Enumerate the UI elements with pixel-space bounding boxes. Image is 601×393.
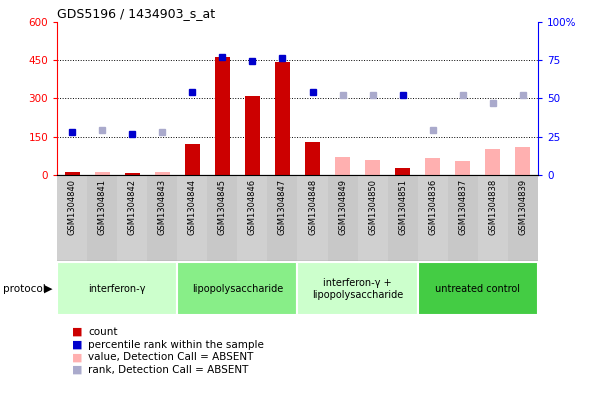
Bar xyxy=(388,175,418,261)
Text: protocol: protocol xyxy=(3,284,46,294)
Text: ▶: ▶ xyxy=(44,284,52,294)
Bar xyxy=(125,173,139,175)
Bar xyxy=(237,175,267,261)
Bar xyxy=(207,175,237,261)
Bar xyxy=(297,175,328,261)
Bar xyxy=(485,149,500,175)
Bar xyxy=(147,175,177,261)
Bar xyxy=(117,175,147,261)
Text: GSM1304838: GSM1304838 xyxy=(489,179,497,235)
Text: rank, Detection Call = ABSENT: rank, Detection Call = ABSENT xyxy=(88,365,249,375)
Text: GSM1304837: GSM1304837 xyxy=(459,179,467,235)
Text: GSM1304842: GSM1304842 xyxy=(128,179,136,235)
Bar xyxy=(328,175,358,261)
Text: count: count xyxy=(88,327,118,337)
Bar xyxy=(177,175,207,261)
Bar xyxy=(87,175,117,261)
Bar xyxy=(65,172,79,175)
Bar xyxy=(245,95,260,175)
Text: GSM1304841: GSM1304841 xyxy=(98,179,106,235)
Bar xyxy=(448,175,478,261)
Text: ■: ■ xyxy=(72,327,82,337)
Text: GSM1304840: GSM1304840 xyxy=(68,179,76,235)
Text: GSM1304843: GSM1304843 xyxy=(158,179,166,235)
Text: GSM1304847: GSM1304847 xyxy=(278,179,287,235)
Bar xyxy=(215,57,230,175)
Text: GDS5196 / 1434903_s_at: GDS5196 / 1434903_s_at xyxy=(57,7,215,20)
Text: lipopolysaccharide: lipopolysaccharide xyxy=(192,284,283,294)
Bar xyxy=(335,157,350,175)
Text: ■: ■ xyxy=(72,340,82,350)
Bar xyxy=(515,147,530,175)
Text: GSM1304836: GSM1304836 xyxy=(429,179,437,235)
Text: interferon-γ +
lipopolysaccharide: interferon-γ + lipopolysaccharide xyxy=(312,278,403,299)
Bar xyxy=(95,172,110,175)
Bar xyxy=(185,144,200,175)
Text: GSM1304849: GSM1304849 xyxy=(338,179,347,235)
Text: ■: ■ xyxy=(72,365,82,375)
Text: untreated control: untreated control xyxy=(435,284,520,294)
Text: interferon-γ: interferon-γ xyxy=(88,284,146,294)
FancyBboxPatch shape xyxy=(177,263,297,315)
Bar xyxy=(478,175,508,261)
Text: GSM1304845: GSM1304845 xyxy=(218,179,227,235)
Bar xyxy=(418,175,448,261)
Bar xyxy=(365,160,380,175)
Bar xyxy=(395,169,410,175)
Bar xyxy=(155,172,170,175)
Bar xyxy=(456,161,470,175)
Text: GSM1304844: GSM1304844 xyxy=(188,179,197,235)
Text: GSM1304848: GSM1304848 xyxy=(308,179,317,235)
Text: percentile rank within the sample: percentile rank within the sample xyxy=(88,340,264,350)
Text: GSM1304846: GSM1304846 xyxy=(248,179,257,235)
Text: value, Detection Call = ABSENT: value, Detection Call = ABSENT xyxy=(88,352,254,362)
Bar xyxy=(426,158,440,175)
FancyBboxPatch shape xyxy=(418,263,538,315)
Bar xyxy=(305,141,320,175)
Text: ■: ■ xyxy=(72,352,82,362)
Bar xyxy=(358,175,388,261)
Text: GSM1304851: GSM1304851 xyxy=(398,179,407,235)
Bar xyxy=(275,62,290,175)
Text: GSM1304850: GSM1304850 xyxy=(368,179,377,235)
Bar xyxy=(508,175,538,261)
FancyBboxPatch shape xyxy=(297,263,418,315)
FancyBboxPatch shape xyxy=(57,263,177,315)
Bar xyxy=(267,175,297,261)
Text: GSM1304839: GSM1304839 xyxy=(519,179,527,235)
Bar xyxy=(57,175,87,261)
